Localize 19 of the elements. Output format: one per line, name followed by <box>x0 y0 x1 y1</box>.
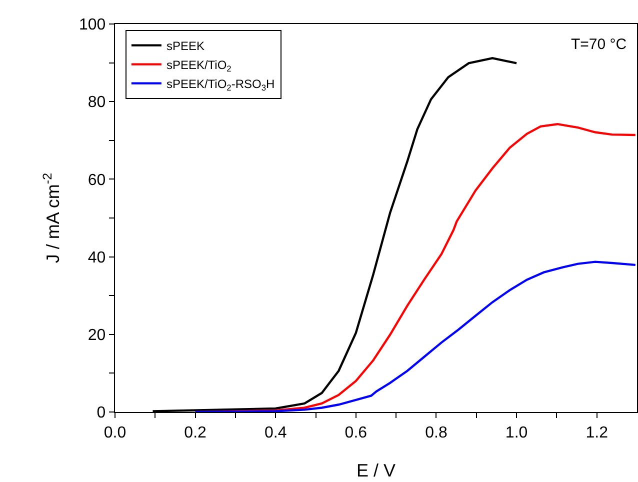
x-tick-label: 1.2 <box>586 424 608 442</box>
x-tick-label: 0.2 <box>184 424 207 442</box>
x-axis-title: E / V <box>356 460 396 480</box>
legend-label: sPEEK/TiO$_{2}$ <box>166 58 232 74</box>
text: 0.0 <box>104 424 126 442</box>
y-tick-label: 40 <box>88 249 106 266</box>
y-tick-label: 100 <box>78 16 106 34</box>
annotation: T=70 °C <box>571 36 627 53</box>
x-tick-label: 0.6 <box>344 424 368 442</box>
y-tick-label: 0 <box>96 404 106 422</box>
x-tick-label: 0.4 <box>264 424 287 442</box>
legend-label: sPEEK <box>166 39 204 53</box>
y-tick-label: 80 <box>88 94 106 112</box>
line-series <box>194 260 636 412</box>
y-tick-label: 20 <box>88 327 106 344</box>
y-tick-label: 60 <box>88 172 106 189</box>
x-tick-label: 1.0 <box>505 424 528 442</box>
x-tick-label: 0.8 <box>425 424 448 442</box>
legend-label: sPEEK/TiO$_{2}$-RSO$_{3}$H <box>166 77 275 93</box>
